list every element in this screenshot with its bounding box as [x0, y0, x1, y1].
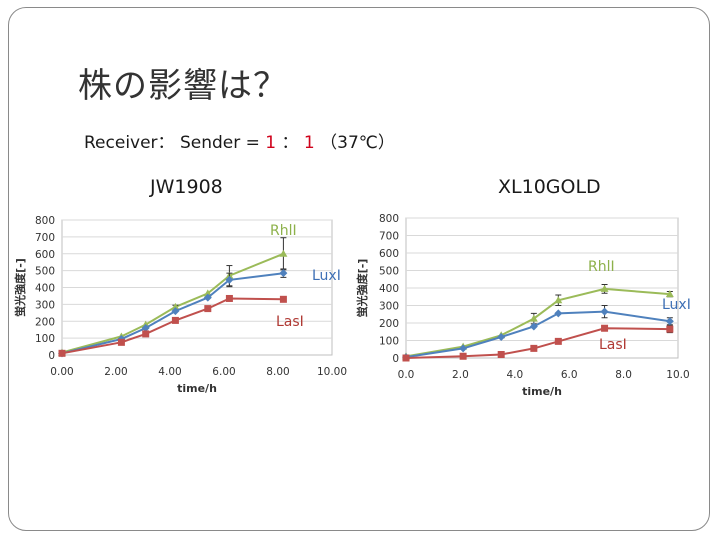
- data-point: [554, 309, 563, 318]
- data-point: [529, 322, 538, 331]
- data-point: [279, 269, 288, 278]
- x-axis-label: time/h: [522, 385, 562, 398]
- subtitle-prefix: Receiver： Sender =: [84, 133, 266, 153]
- y-tick-label: 500: [35, 266, 55, 278]
- data-point: [225, 275, 234, 284]
- x-tick-label: 8.0: [615, 369, 632, 381]
- data-point: [554, 296, 563, 304]
- data-point: [402, 354, 410, 362]
- y-tick-label: 300: [35, 299, 55, 311]
- y-tick-label: 700: [35, 232, 55, 244]
- x-tick-label: 10.0: [666, 369, 689, 381]
- y-tick-label: 100: [379, 336, 399, 348]
- y-axis-label: 蛍光強度[-]: [355, 259, 369, 318]
- y-tick-label: 600: [379, 248, 399, 260]
- subtitle-suffix: （37℃）: [314, 133, 395, 153]
- data-point: [203, 289, 212, 297]
- series-label-luxi: LuxI: [312, 268, 341, 284]
- data-point: [279, 249, 288, 257]
- series-label-rhli: RhlI: [270, 223, 297, 239]
- data-point: [529, 314, 538, 322]
- data-point: [225, 294, 233, 302]
- x-axis-label: time/h: [177, 382, 217, 395]
- data-point: [600, 284, 609, 292]
- y-tick-label: 200: [379, 318, 399, 330]
- y-tick-label: 200: [35, 316, 55, 328]
- y-tick-label: 800: [379, 213, 399, 225]
- data-point: [666, 325, 674, 333]
- ratio-sender: 1: [303, 133, 315, 153]
- x-tick-label: 6.0: [561, 369, 578, 381]
- data-point: [117, 338, 125, 346]
- chart-title-jw1908: JW1908: [150, 176, 223, 198]
- data-point: [203, 293, 212, 302]
- y-axis-label: 蛍光強度[-]: [13, 258, 27, 317]
- y-tick-label: 800: [35, 215, 55, 227]
- data-point: [459, 344, 468, 353]
- y-tick-label: 600: [35, 249, 55, 261]
- x-tick-label: 6.00: [212, 366, 235, 378]
- data-point: [497, 351, 505, 358]
- y-tick-label: 400: [35, 283, 55, 295]
- data-point: [58, 349, 66, 357]
- data-point: [204, 305, 212, 313]
- ratio-separator: ：: [276, 133, 304, 153]
- data-point: [554, 337, 562, 345]
- series-label-lasi: LasI: [276, 314, 304, 330]
- x-tick-label: 4.0: [506, 369, 523, 381]
- slide-frame: [8, 7, 710, 531]
- data-point: [600, 307, 609, 316]
- data-point: [497, 333, 506, 341]
- slide-title: 株の影響は？: [78, 66, 288, 106]
- chart-jw1908: 0 100 200 300 400 500 600 700 800 0.00 2.00 4.00 6.0…: [13, 215, 347, 395]
- data-point: [171, 302, 180, 310]
- data-point: [171, 307, 180, 316]
- x-tick-label: 10.00: [317, 366, 347, 378]
- y-tick-label: 500: [379, 266, 399, 278]
- slide-subtitle: Receiver： Sender = 1 ： 1 （37℃）: [84, 128, 395, 153]
- x-tick-label: 4.00: [158, 366, 181, 378]
- x-tick-label: 8.00: [266, 366, 289, 378]
- series-label-luxi: LuxI: [662, 297, 691, 313]
- y-tick-label: 0: [48, 350, 55, 362]
- data-point: [142, 330, 150, 338]
- data-point: [171, 316, 179, 324]
- ratio-receiver: 1: [265, 133, 277, 153]
- y-tick-label: 100: [35, 333, 55, 345]
- y-tick-label: 0: [392, 353, 399, 365]
- data-point: [459, 352, 467, 360]
- x-tick-label: 0.00: [50, 366, 73, 378]
- x-tick-label: 2.0: [452, 369, 469, 381]
- data-point: [141, 324, 150, 332]
- series-label-lasi: LasI: [599, 337, 627, 353]
- data-point: [530, 344, 538, 352]
- data-point: [665, 290, 674, 298]
- y-tick-label: 400: [379, 283, 399, 295]
- chart-title-xl10gold: XL10GOLD: [498, 176, 601, 198]
- data-point: [665, 317, 674, 326]
- y-tick-label: 700: [379, 231, 399, 243]
- x-tick-label: 0.0: [398, 369, 415, 381]
- data-point: [279, 295, 287, 303]
- data-point: [601, 324, 609, 332]
- series-label-rhli: RhlI: [588, 259, 615, 275]
- y-tick-label: 300: [379, 301, 399, 313]
- chart-xl10gold: 0 100 200 300 400 500 600 700 800 0.0 2.0 4.0 6.0 8.0…: [355, 213, 691, 398]
- x-tick-label: 2.00: [104, 366, 127, 378]
